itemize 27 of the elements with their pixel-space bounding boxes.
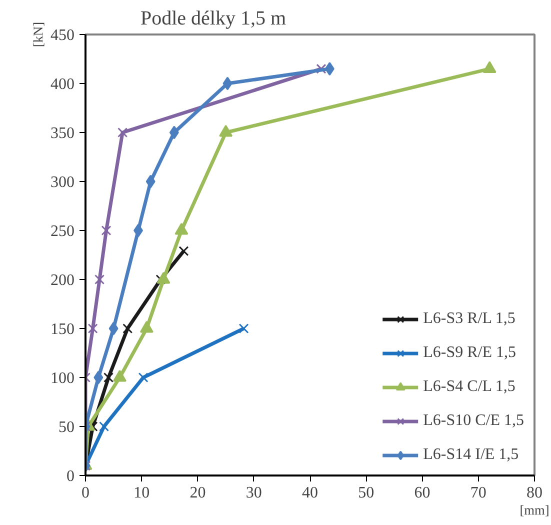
x-tick-label: 10: [134, 484, 150, 502]
y-tick-label: 350: [50, 125, 74, 142]
x-tick-label: 80: [526, 484, 542, 502]
x-tick-label: 60: [414, 484, 430, 502]
x-tick-label: 0: [82, 484, 90, 502]
legend-label: L6-S3 R/L 1,5: [423, 310, 516, 328]
y-tick-label: 200: [50, 272, 74, 289]
chart-title: Podle délky 1,5 m: [140, 8, 286, 30]
x-tick-label: 40: [302, 484, 318, 502]
legend-label: L6-S10 C/E 1,5: [423, 412, 524, 430]
legend-label: L6-S9 R/E 1,5: [423, 344, 516, 362]
y-tick-label: 250: [50, 223, 74, 240]
y-tick-label: 300: [50, 174, 74, 191]
legend-label: L6-S14 I/E 1,5: [423, 446, 519, 464]
y-tick-label: 50: [58, 419, 74, 436]
x-tick-label: 30: [246, 484, 262, 502]
y-tick-label: 400: [50, 76, 74, 93]
x-tick-label: 50: [358, 484, 374, 502]
x-tick-label: 70: [470, 484, 486, 502]
x-tick-label: 20: [190, 484, 206, 502]
x-axis-title: [mm]: [520, 502, 550, 518]
y-tick-label: 450: [50, 27, 74, 44]
y-tick-label: 100: [50, 370, 74, 387]
legend-label: L6-S4 C/L 1,5: [423, 378, 516, 396]
y-axis-title: [kN]: [30, 22, 46, 48]
y-tick-label: 0: [66, 468, 74, 485]
y-tick-label: 150: [50, 321, 74, 338]
